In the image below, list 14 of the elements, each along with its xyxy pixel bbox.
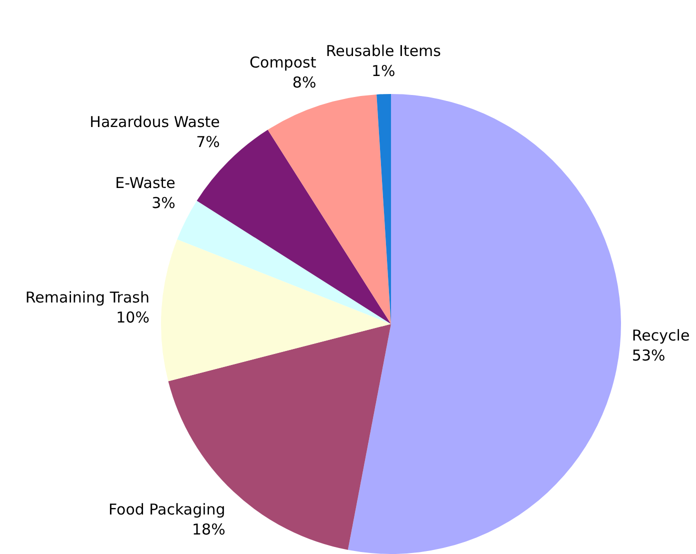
data-label: 10% [116,308,150,327]
slice-label: E-Waste [115,174,176,192]
slice-label: Food Packaging [108,500,226,518]
slice-label: Hazardous Waste [90,112,220,131]
data-label: 3% [152,194,176,212]
data-label: 1% [372,62,396,80]
slice-label: Reusable Items [326,42,442,60]
slice-label: Recycle [632,326,690,345]
data-label: 7% [196,132,220,151]
data-label: 18% [192,520,226,538]
slice-label: Compost [250,54,316,72]
data-label: 53% [632,346,666,365]
slice-label: Remaining Trash [25,288,150,307]
data-label: 8% [292,74,316,92]
